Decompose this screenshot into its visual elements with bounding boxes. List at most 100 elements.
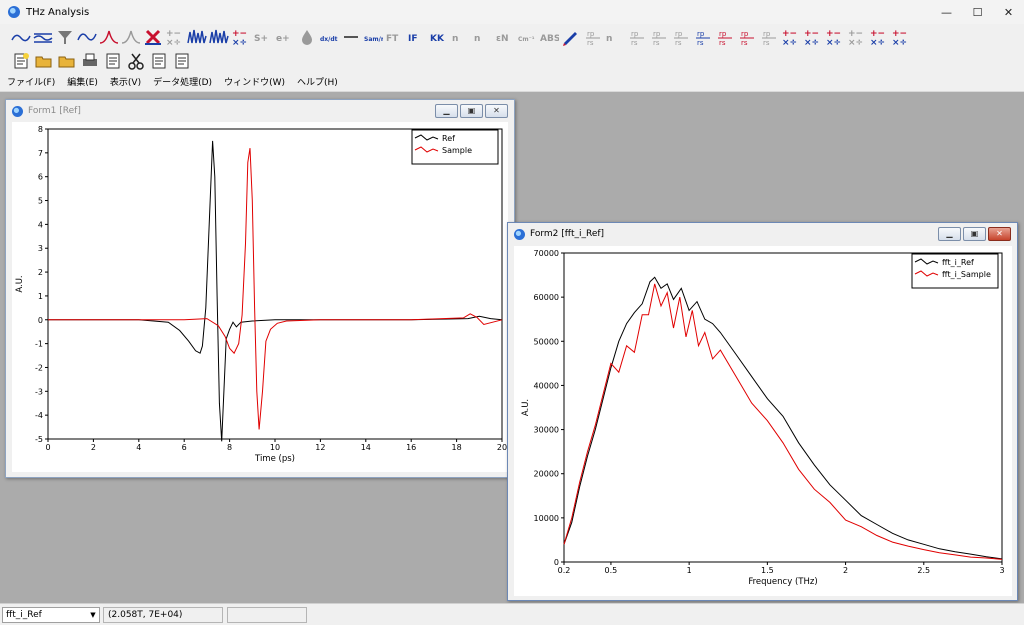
math-ops-blue-icon[interactable]: +− ×÷ (230, 27, 251, 47)
form2-legend-label: fft_i_Sample (942, 270, 991, 279)
form1-close-button[interactable]: ✕ (485, 104, 508, 118)
open-folder-2-icon[interactable] (56, 51, 77, 71)
math-ops-1-icon[interactable]: +− ×÷ (780, 27, 801, 47)
e-sup-icon[interactable]: e+ (274, 27, 295, 47)
form2-titlebar[interactable]: Form2 [fft_i_Ref] ▁ ▣ ✕ (508, 223, 1017, 245)
rp-fs-gray-3-icon[interactable]: rp rs (648, 27, 669, 47)
abs-icon[interactable]: ABS (538, 27, 559, 47)
form1-chart[interactable]: 0 2 4 6 8 10 12 14 16 18 20876543210-1-2-3-4-5Time… (12, 122, 508, 472)
form2-x-tick-label: 1.5 (761, 566, 774, 575)
form2-minimize-button[interactable]: ▁ (938, 227, 961, 241)
wave-blue-icon[interactable] (186, 27, 207, 47)
kk-icon[interactable]: KK (428, 27, 449, 47)
svg-text:+−: +− (804, 29, 819, 39)
svg-text:rp: rp (697, 30, 705, 38)
form1-y-tick-label: -1 (35, 340, 43, 349)
rp-fs-gray-2-icon[interactable]: rp rs (626, 27, 647, 47)
filter-icon[interactable] (54, 27, 75, 47)
form1-plot-area[interactable]: 0 2 4 6 8 10 12 14 16 18 20 8 7 6 5 4 3 2 1 0 -1 -2 -3 -4 -5 Time… (12, 122, 508, 472)
form2-y-tick-label: 70000 (534, 249, 559, 258)
form1-y-tick-label: 8 (38, 125, 43, 134)
math-ops-3-icon[interactable]: +− ×÷ (824, 27, 845, 47)
math-ops-gray-icon[interactable]: +− ×÷ (164, 27, 185, 47)
chevron-down-icon[interactable]: ▼ (90, 611, 96, 619)
rp-fs-blue-1-icon[interactable]: rp rs (692, 27, 713, 47)
print-icon[interactable] (79, 51, 100, 71)
smooth-icon[interactable] (76, 27, 97, 47)
math-ops-4-icon[interactable]: +− ×÷ (868, 27, 889, 47)
dataset-select[interactable]: fft_i_Ref ▼ (2, 607, 100, 623)
menu-data-processing[interactable]: データ処理(D) (153, 78, 213, 88)
new-file-icon[interactable] (10, 51, 31, 71)
status-bar: fft_i_Ref ▼ (2.058T, 7E+04) (0, 603, 1024, 625)
svg-text:+−: +− (166, 29, 181, 39)
math-ops-gray-2-icon[interactable]: +− ×÷ (846, 27, 867, 47)
ift-blue-icon[interactable]: IF (406, 27, 427, 47)
math-ops-2-icon[interactable]: +− ×÷ (802, 27, 823, 47)
form2-x-tick-label: 0.5 (605, 566, 618, 575)
wave-dense-icon[interactable] (208, 27, 229, 47)
menu-file[interactable]: ファイル(F) (7, 78, 56, 88)
form1-legend-swatch (414, 134, 439, 141)
form2-restore-button[interactable]: ▣ (963, 227, 986, 241)
svg-text:dx/dt: dx/dt (320, 36, 338, 43)
cross-x-icon[interactable] (142, 27, 163, 47)
dash-icon[interactable] (340, 27, 361, 47)
pen-icon[interactable] (560, 27, 581, 47)
form1-y-tick-label: 0 (38, 316, 43, 325)
form2-y-tick-label: 50000 (534, 337, 559, 346)
form1-y-tick-label: 3 (38, 244, 43, 253)
form2-chart[interactable]: 0.2 0.5 1 1.5 2 2.5 3 70000 60000 50000 40000 30000… (514, 246, 1012, 596)
rp-fs-gray-5-icon[interactable]: rp rs (758, 27, 779, 47)
form1-minimize-button[interactable]: ▁ (435, 104, 458, 118)
line-plot-icon[interactable] (10, 27, 31, 47)
s-sup-icon[interactable]: S+ (252, 27, 273, 47)
close-button[interactable]: ✕ (1003, 5, 1014, 19)
svg-text:rs: rs (697, 39, 704, 46)
svg-text:rp: rp (741, 30, 749, 38)
peak-red-icon[interactable] (98, 27, 119, 47)
rp-fs-gray-4-icon[interactable]: rp rs (670, 27, 691, 47)
drop-icon[interactable] (296, 27, 317, 47)
form2-plot-area[interactable]: 0.2 0.5 1 1.5 2 2.5 3 70000 60000 50000 40000 30000… (514, 246, 1012, 596)
peak-gray-icon[interactable] (120, 27, 141, 47)
multi-line-icon[interactable] (32, 27, 53, 47)
sam-ref-icon[interactable]: Sam/ref (362, 27, 383, 47)
form1-y-tick-label: 5 (38, 197, 43, 206)
form1-titlebar[interactable]: Form1 [Ref] ▁ ▣ ✕ (6, 100, 514, 122)
form2-legend-swatch (914, 270, 939, 277)
cut-icon[interactable] (125, 51, 146, 71)
form2-y-tick-label: 60000 (534, 293, 559, 302)
copy-icon[interactable] (102, 51, 123, 71)
n-gray-2-icon[interactable]: n (604, 27, 625, 47)
svg-text:+−: +− (782, 29, 797, 39)
cm-icon[interactable]: Cm⁻¹ (516, 27, 537, 47)
form2-close-button[interactable]: ✕ (988, 227, 1011, 241)
paste-special-icon[interactable] (171, 51, 192, 71)
n-gray-icon[interactable]: n (450, 27, 471, 47)
form1-x-tick-label: 8 (227, 443, 232, 452)
form1-legend-label: Ref (442, 134, 455, 143)
svg-text:×÷: ×÷ (892, 38, 907, 46)
n-ext-gray-icon[interactable]: n (472, 27, 493, 47)
maximize-button[interactable]: ☐ (972, 5, 983, 19)
minimize-button[interactable]: — (941, 5, 952, 19)
form2-y-tick-label: 30000 (534, 426, 559, 435)
svg-text:×÷: ×÷ (870, 38, 885, 46)
dataset-select-value: fft_i_Ref (6, 610, 42, 620)
menu-window[interactable]: ウィンドウ(W) (224, 78, 285, 88)
svg-text:+−: +− (232, 29, 247, 39)
menu-edit[interactable]: 編集(E) (67, 78, 98, 88)
rp-fs-gray-1-icon[interactable]: rp rs (582, 27, 603, 47)
rp-fs-red-1-icon[interactable]: rp rs (714, 27, 735, 47)
menu-view[interactable]: 表示(V) (109, 78, 142, 88)
paste-icon[interactable] (148, 51, 169, 71)
form1-restore-button[interactable]: ▣ (460, 104, 483, 118)
math-ops-5-icon[interactable]: +− ×÷ (890, 27, 911, 47)
derivative-icon[interactable]: dx/dt (318, 27, 339, 47)
rp-fs-red-2-icon[interactable]: rp rs (736, 27, 757, 47)
fft-gray-icon[interactable]: FT (384, 27, 405, 47)
epsilon-icon[interactable]: εN (494, 27, 515, 47)
open-folder-icon[interactable] (33, 51, 54, 71)
menu-help[interactable]: ヘルプ(H) (296, 78, 338, 88)
